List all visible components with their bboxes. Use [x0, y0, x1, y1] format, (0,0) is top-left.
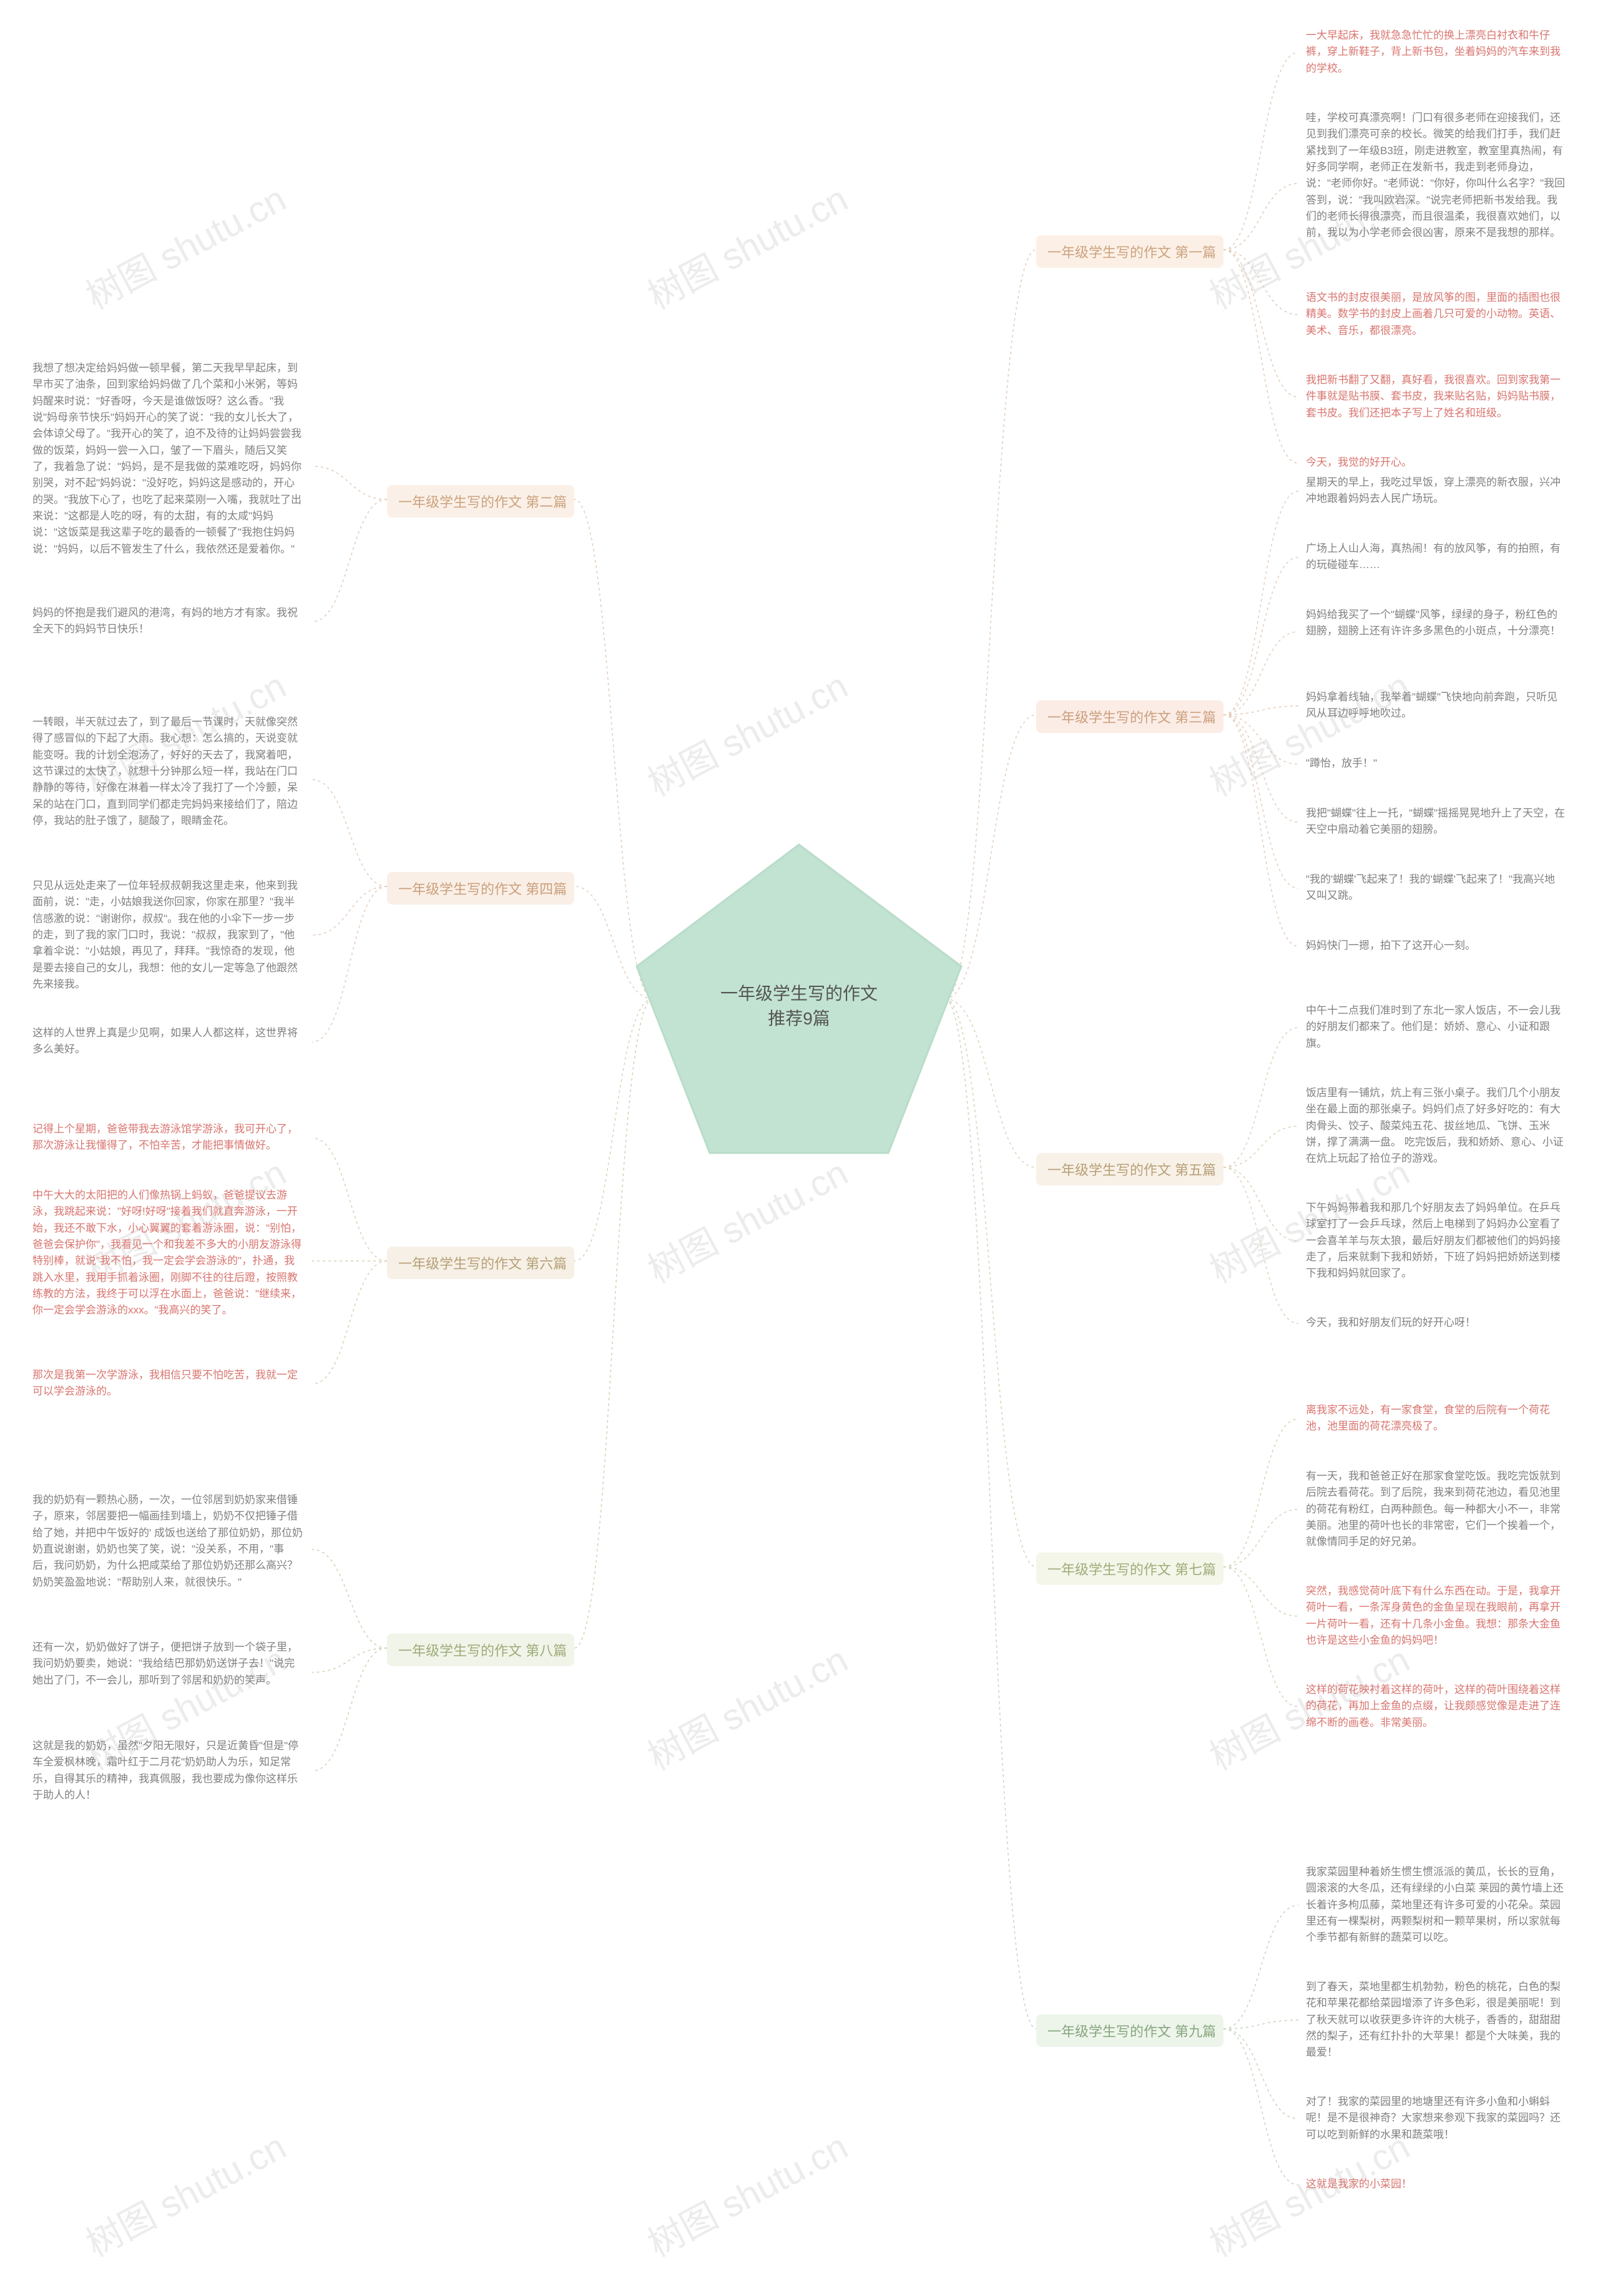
- leaf-text: 中午十二点我们准时到了东北一家人饭店，不一会儿我的好朋友们都来了。他们是：娇娇、…: [1298, 999, 1573, 1056]
- leaf-text: 那次是我第一次学游泳，我相信只要不怕吃苦，我就一定可以学会游泳的。: [25, 1363, 312, 1404]
- leaf-text: 这就是我家的小菜园！: [1298, 2172, 1573, 2196]
- leaf-text: 我的奶奶有一颗热心肠，一次，一位邻居到奶奶家来借锤子，原来，邻居要把一幅画挂到墙…: [25, 1488, 312, 1594]
- leaf-text: 语文书的封皮很美丽，是放风筝的图，里面的插图也很精美。数学书的封皮上画着几只可爱…: [1298, 286, 1573, 343]
- branch-node: 一年级学生写的作文 第八篇: [387, 1634, 574, 1666]
- watermark: 树图 shutu.cn: [637, 1631, 856, 1780]
- leaf-text: 这就是我的奶奶，虽然"夕阳无限好，只是近黄昏"但是"停车全爱枫林晚，霜叶红于二月…: [25, 1734, 312, 1807]
- branch-node: 一年级学生写的作文 第二篇: [387, 485, 574, 518]
- watermark: 树图 shutu.cn: [76, 170, 294, 319]
- branch-node: 一年级学生写的作文 第六篇: [387, 1247, 574, 1279]
- leaf-text: 这样的荷花映衬着这样的荷叶，这样的荷叶围绕着这样的荷花，再加上金鱼的点缀，让我颇…: [1298, 1678, 1573, 1735]
- leaf-text: 我把新书翻了又翻，真好看，我很喜欢。回到家我第一件事就是贴书膜、套书皮，我来贴名…: [1298, 368, 1573, 425]
- watermark: 树图 shutu.cn: [1199, 657, 1418, 806]
- leaf-text: "我的'蝴蝶'飞起来了！我的'蝴蝶'飞起来了！"我高兴地又叫又跳。: [1298, 868, 1573, 908]
- leaf-text: 只见从远处走来了一位年轻叔叔朝我这里走来，他来到我面前，说："走，小姑娘我送你回…: [25, 874, 312, 996]
- watermark: 树图 shutu.cn: [637, 2117, 856, 2267]
- leaf-text: 妈妈的怀抱是我们避风的港湾，有妈的地方才有家。我祝全天下的妈妈节日快乐！: [25, 601, 312, 642]
- leaf-text: 突然，我感觉荷叶底下有什么东西在动。于是，我拿开荷叶一看，一条浑身黄色的金鱼呈现…: [1298, 1579, 1573, 1652]
- branch-node: 一年级学生写的作文 第七篇: [1036, 1553, 1223, 1585]
- leaf-text: 到了春天，菜地里都生机勃勃，粉色的桃花，白色的梨花和苹果花都给菜园增添了许多色彩…: [1298, 1975, 1573, 2065]
- leaf-text: 星期天的早上，我吃过早饭，穿上漂亮的新衣服，兴冲冲地跟着妈妈去人民广场玩。: [1298, 471, 1573, 511]
- branch-node: 一年级学生写的作文 第四篇: [387, 872, 574, 905]
- leaf-text: 下午妈妈带着我和那几个好朋友去了妈妈单位。在乒乓球室打了一会乒乓球，然后上电梯到…: [1298, 1196, 1573, 1286]
- leaf-text: 我家菜园里种着娇生惯生惯派派的黄瓜，长长的豆角，圆滚滚的大冬瓜，还有绿绿的小白菜…: [1298, 1860, 1573, 1950]
- center-title: 一年级学生写的作文推荐9篇: [718, 980, 880, 1030]
- leaf-text: 这样的人世界上真是少见啊，如果人人都这样，这世界将多么美好。: [25, 1021, 312, 1062]
- branch-node: 一年级学生写的作文 第九篇: [1036, 2014, 1223, 2047]
- leaf-text: 饭店里有一铺炕，炕上有三张小桌子。我们几个小朋友坐在最上面的那张桌子。妈妈们点了…: [1298, 1081, 1573, 1171]
- branch-node: 一年级学生写的作文 第三篇: [1036, 700, 1223, 733]
- leaf-text: 有一天，我和爸爸正好在那家食堂吃饭。我吃完饭就到后院去看荷花。到了后院，我来到荷…: [1298, 1464, 1573, 1554]
- leaf-text: 妈妈快门一摁，拍下了这开心一刻。: [1298, 934, 1573, 958]
- leaf-text: 离我家不远处，有一家食堂，食堂的后院有一个荷花池，池里面的荷花漂亮极了。: [1298, 1398, 1573, 1439]
- leaf-text: 哇，学校可真漂亮啊！门口有很多老师在迎接我们，还见到我们漂亮可亲的校长。微笑的给…: [1298, 106, 1573, 245]
- leaf-text: 一转眼，半天就过去了，到了最后一节课时，天就像突然得了感冒似的下起了大雨。我心想…: [25, 710, 312, 833]
- leaf-text: 还有一次，奶奶做好了饼子，便把饼子放到一个袋子里，我问奶奶要卖，她说："我给结巴…: [25, 1636, 312, 1692]
- leaf-text: 妈妈给我买了一个"蝴蝶"风筝，绿绿的身子，粉红色的翅膀，翅膀上还有许许多多黑色的…: [1298, 603, 1573, 644]
- leaf-text: 今天，我和好朋友们玩的好开心呀！: [1298, 1311, 1573, 1335]
- leaf-text: 对了！我家的菜园里的地塘里还有许多小鱼和小蝌蚪呢！是不是很神奇？大家想来参观下我…: [1298, 2090, 1573, 2147]
- branch-node: 一年级学生写的作文 第一篇: [1036, 235, 1223, 268]
- leaf-text: 记得上个星期，爸爸带我去游泳馆学游泳，我可开心了，那次游泳让我懂得了，不怕辛苦，…: [25, 1117, 312, 1158]
- watermark: 树图 shutu.cn: [637, 657, 856, 806]
- watermark: 树图 shutu.cn: [637, 170, 856, 319]
- watermark: 树图 shutu.cn: [76, 2117, 294, 2267]
- branch-node: 一年级学生写的作文 第五篇: [1036, 1153, 1223, 1185]
- leaf-text: "蹲怡，放手！": [1298, 752, 1573, 775]
- leaf-text: 中午大大的太阳把的人们像热锅上蚂蚁，爸爸提议去游泳，我跳起来说："好呀!好呀"接…: [25, 1184, 312, 1323]
- leaf-text: 广场上人山人海，真热闹！有的放风筝，有的拍照，有的玩碰碰车……: [1298, 537, 1573, 577]
- leaf-text: 我把"蝴蝶"往上一托，"蝴蝶"摇摇晃晃地升上了天空，在天空中扇动着它美丽的翅膀。: [1298, 802, 1573, 842]
- leaf-text: 一大早起床，我就急急忙忙的换上漂亮白衬衣和牛仔裤，穿上新鞋子，背上新书包，坐着妈…: [1298, 24, 1573, 81]
- leaf-text: 妈妈拿着线轴，我举着"蝴蝶"飞快地向前奔跑，只听见风从耳边呼呼地吹过。: [1298, 685, 1573, 726]
- leaf-text: 我想了想决定给妈妈做一顿早餐，第二天我早早起床，到早市买了油条，回到家给妈妈做了…: [25, 356, 312, 561]
